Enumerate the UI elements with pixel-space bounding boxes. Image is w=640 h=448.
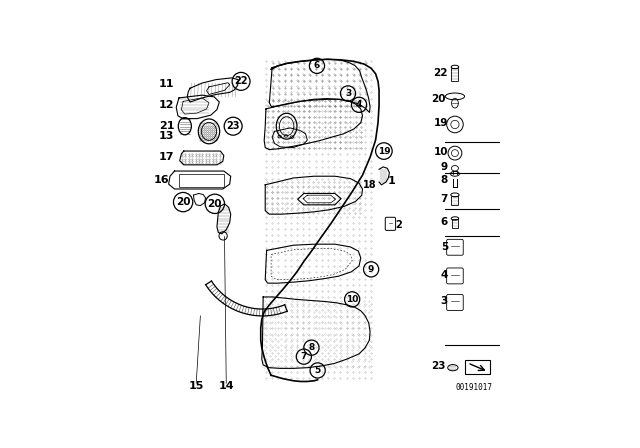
Text: 8: 8	[308, 343, 315, 352]
Text: 5: 5	[314, 366, 321, 375]
Text: 13: 13	[159, 130, 175, 141]
Text: 15: 15	[189, 381, 204, 391]
Text: 22: 22	[433, 68, 448, 78]
Text: 20: 20	[207, 199, 222, 209]
Text: 14: 14	[218, 381, 234, 391]
Text: 1: 1	[387, 176, 395, 186]
Text: 2: 2	[396, 220, 403, 229]
Text: 19: 19	[434, 118, 448, 129]
Text: 23: 23	[227, 121, 240, 131]
Text: 10: 10	[433, 147, 448, 157]
Text: 11: 11	[159, 79, 175, 89]
Text: 16: 16	[154, 175, 170, 185]
Text: 7: 7	[301, 352, 307, 361]
Text: 12: 12	[159, 100, 175, 110]
Bar	[451, 68, 458, 81]
Text: 00191017: 00191017	[455, 383, 492, 392]
Text: 3: 3	[345, 89, 351, 98]
Text: 6: 6	[314, 61, 320, 70]
Text: 22: 22	[234, 76, 248, 86]
Bar	[179, 174, 224, 186]
Text: 6: 6	[441, 217, 448, 227]
Text: 5: 5	[441, 242, 448, 252]
Text: 20: 20	[431, 94, 446, 103]
Bar	[451, 196, 458, 206]
Text: 7: 7	[441, 194, 448, 204]
Text: 3: 3	[441, 297, 448, 306]
Text: 9: 9	[368, 265, 374, 274]
Text: 9: 9	[441, 162, 448, 172]
Bar	[465, 360, 490, 374]
Text: 23: 23	[431, 361, 445, 371]
Text: 18: 18	[363, 180, 376, 190]
Text: 17: 17	[159, 152, 175, 162]
Text: 4: 4	[441, 270, 448, 280]
Text: 20: 20	[176, 197, 190, 207]
Text: 19: 19	[378, 146, 390, 155]
Text: 10: 10	[346, 295, 358, 304]
Text: 21: 21	[159, 121, 175, 130]
Bar	[452, 219, 458, 228]
Text: 4: 4	[356, 100, 362, 109]
Text: 8: 8	[441, 175, 448, 185]
